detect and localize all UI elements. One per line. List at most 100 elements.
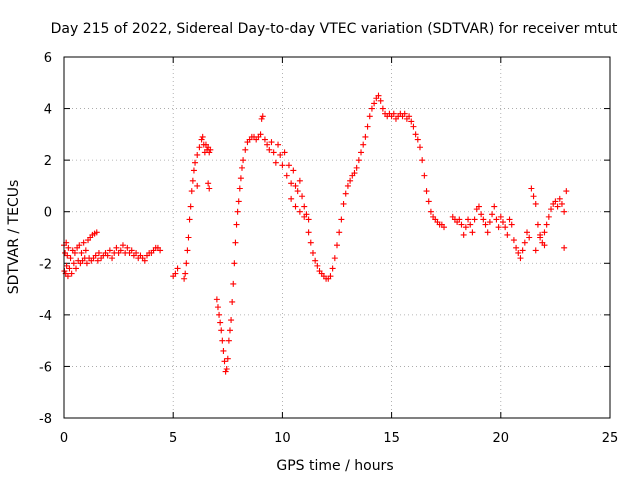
data-point <box>561 244 568 251</box>
y-axis-label: SDTVAR / TECUs <box>6 180 22 295</box>
data-point <box>558 200 565 207</box>
data-point <box>270 149 277 156</box>
data-point <box>290 167 297 174</box>
data-point <box>257 131 264 138</box>
data-point <box>526 234 533 241</box>
data-point <box>104 252 111 259</box>
data-point <box>508 221 515 228</box>
data-point <box>506 216 513 223</box>
data-point <box>513 244 520 251</box>
data-point <box>109 255 116 262</box>
data-point <box>294 188 301 195</box>
data-point <box>515 249 522 256</box>
data-point <box>66 265 73 272</box>
data-point <box>390 110 397 117</box>
data-point <box>80 239 87 246</box>
data-point <box>225 337 232 344</box>
x-tick-label: 20 <box>493 431 510 446</box>
data-point <box>541 242 548 249</box>
data-point <box>272 159 279 166</box>
y-tick-label: 4 <box>44 103 52 118</box>
data-point <box>456 216 463 223</box>
data-point <box>362 133 369 140</box>
data-point <box>495 224 502 231</box>
data-point <box>190 167 197 174</box>
data-point <box>414 136 421 143</box>
data-point <box>517 255 524 262</box>
data-point <box>192 159 199 166</box>
data-point <box>563 188 570 195</box>
data-point <box>491 203 498 210</box>
data-point <box>117 247 124 254</box>
data-point <box>340 200 347 207</box>
x-tick-label: 0 <box>60 431 68 446</box>
data-point <box>371 100 378 107</box>
data-point <box>237 175 244 182</box>
data-point <box>493 216 500 223</box>
data-point <box>537 234 544 241</box>
data-point <box>556 195 563 202</box>
data-point <box>377 97 384 104</box>
data-point <box>68 270 75 277</box>
data-point <box>64 252 71 259</box>
data-point <box>329 265 336 272</box>
data-point <box>355 157 362 164</box>
data-point <box>478 211 485 218</box>
data-point <box>228 317 235 324</box>
data-point <box>312 257 319 264</box>
data-point <box>221 358 228 365</box>
data-point <box>471 216 478 223</box>
data-point <box>314 262 321 269</box>
data-point <box>423 188 430 195</box>
data-point <box>401 110 408 117</box>
data-point <box>189 177 196 184</box>
chart-title: Day 215 of 2022, Sidereal Day-to-day VTE… <box>51 21 618 37</box>
x-tick-label: 5 <box>169 431 177 446</box>
data-point <box>344 182 351 189</box>
data-point <box>174 265 181 272</box>
data-point <box>358 149 365 156</box>
data-point <box>76 242 83 249</box>
x-axis-label: GPS time / hours <box>276 458 393 474</box>
data-point <box>219 337 226 344</box>
data-point <box>231 260 238 267</box>
data-point <box>205 180 212 187</box>
data-point <box>198 136 205 143</box>
data-points <box>61 92 570 375</box>
data-point <box>213 296 220 303</box>
data-point <box>502 224 509 231</box>
y-tick-label: -2 <box>39 257 52 272</box>
data-point <box>281 149 288 156</box>
data-point <box>412 131 419 138</box>
data-point <box>261 136 268 143</box>
data-point <box>194 182 201 189</box>
data-point <box>95 249 102 256</box>
data-point <box>480 216 487 223</box>
data-point <box>548 206 555 213</box>
data-point <box>157 247 164 254</box>
data-point <box>497 213 504 220</box>
data-point <box>106 247 113 254</box>
data-point <box>406 113 413 120</box>
data-point <box>259 113 266 120</box>
data-point <box>296 208 303 215</box>
data-point <box>375 92 382 99</box>
data-point <box>458 221 465 228</box>
x-tick-label: 25 <box>602 431 619 446</box>
y-axis-ticks: -8 -6 -4 -2 0 2 4 6 <box>39 51 610 427</box>
data-point <box>366 113 373 120</box>
data-point <box>183 260 190 267</box>
data-point <box>229 298 236 305</box>
y-tick-label: -8 <box>39 412 52 427</box>
data-point <box>489 211 496 218</box>
y-tick-label: 0 <box>44 206 52 221</box>
data-point <box>238 164 245 171</box>
data-point <box>70 260 77 267</box>
data-point <box>482 221 489 228</box>
data-point <box>283 172 290 179</box>
data-point <box>552 198 559 205</box>
x-axis-ticks: 0 5 10 15 20 25 <box>60 57 618 446</box>
data-point <box>532 247 539 254</box>
data-point <box>264 141 271 148</box>
data-point <box>334 242 340 249</box>
